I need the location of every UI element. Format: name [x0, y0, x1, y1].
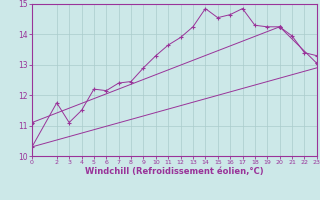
- X-axis label: Windchill (Refroidissement éolien,°C): Windchill (Refroidissement éolien,°C): [85, 167, 264, 176]
